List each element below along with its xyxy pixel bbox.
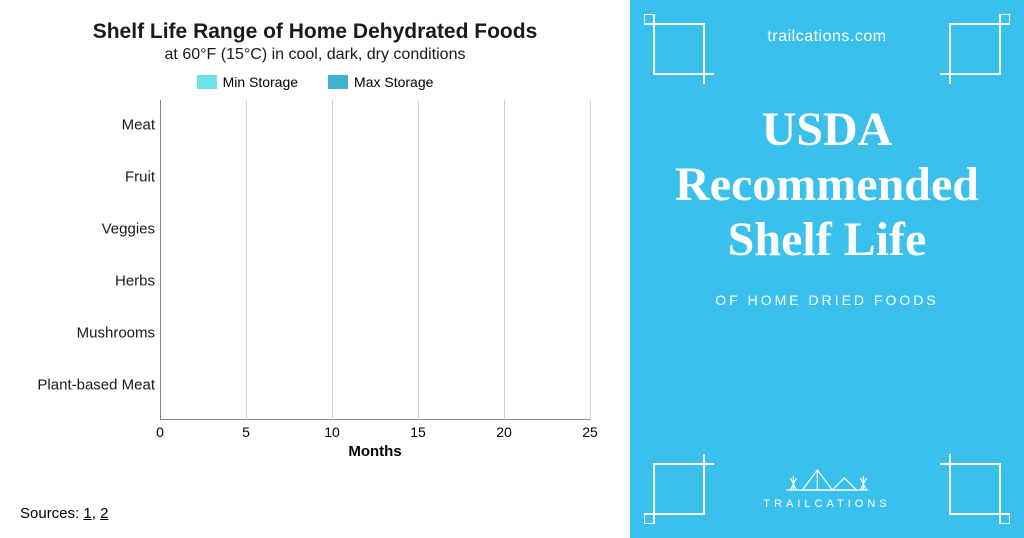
gridline xyxy=(504,100,505,420)
sources-text: Sources: 1, 2 xyxy=(20,505,108,522)
brand-logo-text: TRAILCATIONS xyxy=(763,498,890,510)
source-link-1[interactable]: 1 xyxy=(83,505,91,522)
gridline xyxy=(332,100,333,420)
panel-title: USDA Recommended Shelf Life xyxy=(675,102,979,268)
chart-legend: Min Storage Max Storage xyxy=(20,74,610,90)
legend-swatch-min xyxy=(197,75,217,89)
corner-ornament-bl xyxy=(644,454,714,524)
y-axis-labels: Meat Fruit Veggies Herbs Mushrooms Plant-base… xyxy=(20,100,155,420)
source-link-2[interactable]: 2 xyxy=(100,505,108,522)
x-tick-label: 5 xyxy=(242,424,250,440)
chart-panel: Shelf Life Range of Home Dehydrated Food… xyxy=(0,0,630,538)
tent-icon xyxy=(782,464,872,494)
legend-item-max: Max Storage xyxy=(328,74,433,90)
x-axis-label: Months xyxy=(348,443,401,460)
chart-title: Shelf Life Range of Home Dehydrated Food… xyxy=(20,20,610,44)
chart-subtitle: at 60°F (15°C) in cool, dark, dry condit… xyxy=(20,46,610,64)
legend-label-min: Min Storage xyxy=(223,74,298,90)
site-url: trailcations.com xyxy=(767,28,886,46)
y-axis-label: Fruit xyxy=(125,169,155,186)
x-tick-label: 25 xyxy=(582,424,598,440)
corner-ornament-br xyxy=(940,454,1010,524)
y-axis-label: Plant-based Meat xyxy=(37,377,155,394)
y-axis-label: Meat xyxy=(122,117,155,134)
gridline xyxy=(590,100,591,420)
gridline xyxy=(418,100,419,420)
legend-item-min: Min Storage xyxy=(197,74,298,90)
brand-logo: TRAILCATIONS xyxy=(763,464,890,510)
y-axis-label: Veggies xyxy=(102,221,155,238)
legend-swatch-max xyxy=(328,75,348,89)
x-tick-label: 0 xyxy=(156,424,164,440)
x-tick-label: 20 xyxy=(496,424,512,440)
x-axis-ticks: Months 0510152025 xyxy=(160,420,590,460)
y-axis-label: Mushrooms xyxy=(77,325,155,342)
panel-title-line1: USDA xyxy=(675,102,979,157)
plot-area xyxy=(160,100,590,420)
x-tick-label: 15 xyxy=(410,424,426,440)
gridline xyxy=(246,100,247,420)
corner-ornament-tl xyxy=(644,14,714,84)
corner-ornament-tr xyxy=(940,14,1010,84)
y-axis-label: Herbs xyxy=(115,273,155,290)
panel-subtitle: OF HOME DRIED FOODS xyxy=(715,292,938,308)
panel-title-line3: Shelf Life xyxy=(675,212,979,267)
panel-title-line2: Recommended xyxy=(675,157,979,212)
chart-area: Meat Fruit Veggies Herbs Mushrooms Plant-base… xyxy=(20,100,610,460)
x-tick-label: 10 xyxy=(324,424,340,440)
gridline xyxy=(160,100,161,420)
legend-label-max: Max Storage xyxy=(354,74,433,90)
sources-prefix: Sources: xyxy=(20,505,83,522)
info-panel: trailcations.com USDA Recommended Shelf … xyxy=(630,0,1024,538)
